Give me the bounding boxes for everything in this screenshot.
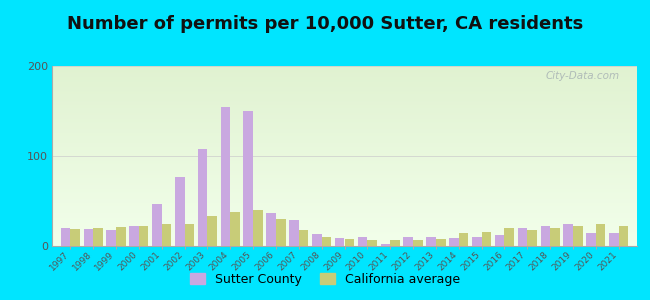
Bar: [573, 226, 582, 246]
Bar: [276, 219, 285, 246]
Bar: [244, 111, 253, 246]
Bar: [185, 224, 194, 246]
Text: City-Data.com: City-Data.com: [545, 71, 619, 81]
Bar: [230, 212, 240, 246]
Bar: [152, 204, 162, 246]
Bar: [426, 237, 436, 246]
Bar: [367, 240, 377, 246]
Bar: [220, 106, 230, 246]
Bar: [162, 224, 172, 246]
Bar: [381, 244, 390, 246]
Text: Number of permits per 10,000 Sutter, CA residents: Number of permits per 10,000 Sutter, CA …: [67, 15, 583, 33]
Bar: [596, 224, 605, 246]
Bar: [527, 230, 537, 246]
Bar: [266, 213, 276, 246]
Bar: [253, 210, 263, 246]
Bar: [459, 233, 469, 246]
Bar: [107, 230, 116, 246]
Bar: [358, 237, 367, 246]
Bar: [139, 226, 148, 246]
Bar: [312, 234, 322, 246]
Bar: [207, 216, 217, 246]
Bar: [404, 237, 413, 246]
Bar: [198, 149, 207, 246]
Bar: [70, 229, 80, 246]
Bar: [619, 226, 629, 246]
Bar: [84, 229, 93, 246]
Bar: [60, 228, 70, 246]
Bar: [564, 224, 573, 246]
Bar: [495, 235, 504, 246]
Bar: [129, 226, 139, 246]
Bar: [449, 238, 459, 246]
Bar: [390, 240, 400, 246]
Bar: [550, 228, 560, 246]
Legend: Sutter County, California average: Sutter County, California average: [185, 268, 465, 291]
Bar: [289, 220, 299, 246]
Bar: [586, 232, 596, 246]
Bar: [335, 238, 344, 246]
Bar: [299, 230, 308, 246]
Bar: [504, 228, 514, 246]
Bar: [413, 240, 422, 246]
Bar: [541, 226, 550, 246]
Bar: [472, 237, 482, 246]
Bar: [609, 232, 619, 246]
Bar: [436, 239, 445, 246]
Bar: [517, 228, 527, 246]
Bar: [175, 177, 185, 246]
Bar: [322, 237, 332, 246]
Bar: [93, 228, 103, 246]
Bar: [116, 227, 125, 246]
Bar: [344, 239, 354, 246]
Bar: [482, 232, 491, 246]
